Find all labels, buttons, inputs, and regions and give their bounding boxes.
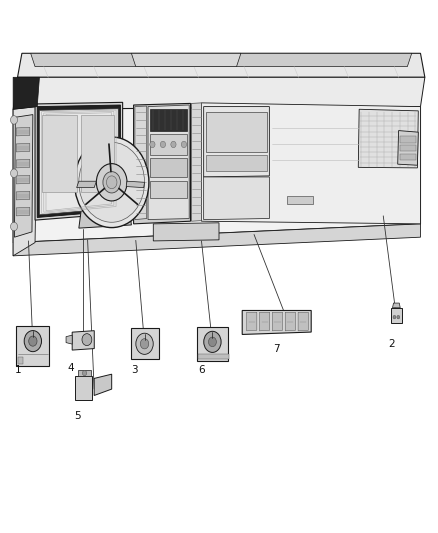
Polygon shape — [298, 312, 308, 331]
Polygon shape — [75, 376, 92, 400]
Polygon shape — [204, 177, 269, 220]
Polygon shape — [131, 328, 159, 359]
Text: 7: 7 — [272, 344, 279, 354]
Text: 4: 4 — [67, 363, 74, 373]
Polygon shape — [18, 53, 425, 77]
Text: 2: 2 — [389, 339, 396, 349]
Polygon shape — [79, 193, 131, 228]
Bar — [42, 115, 77, 192]
Circle shape — [393, 316, 396, 319]
Circle shape — [11, 222, 18, 231]
Circle shape — [204, 332, 221, 352]
Bar — [81, 115, 114, 192]
Circle shape — [140, 338, 149, 349]
Polygon shape — [285, 312, 296, 331]
Polygon shape — [35, 102, 123, 220]
Polygon shape — [392, 303, 400, 308]
Polygon shape — [16, 143, 30, 152]
Circle shape — [160, 141, 166, 148]
Circle shape — [82, 370, 87, 376]
Bar — [287, 196, 313, 204]
Polygon shape — [66, 335, 72, 344]
Polygon shape — [197, 327, 228, 361]
Circle shape — [181, 141, 187, 148]
Polygon shape — [13, 77, 425, 109]
Polygon shape — [13, 107, 420, 243]
Circle shape — [106, 176, 117, 189]
Polygon shape — [153, 223, 219, 241]
Polygon shape — [14, 115, 33, 237]
Polygon shape — [131, 53, 241, 67]
Polygon shape — [358, 109, 418, 168]
Bar — [206, 155, 267, 171]
Bar — [206, 112, 267, 152]
Circle shape — [82, 334, 92, 345]
Bar — [400, 145, 416, 151]
Polygon shape — [135, 106, 147, 220]
Text: 5: 5 — [74, 411, 81, 421]
Polygon shape — [78, 370, 91, 376]
Circle shape — [150, 141, 155, 148]
Polygon shape — [72, 330, 94, 350]
Polygon shape — [204, 107, 269, 177]
Polygon shape — [398, 131, 418, 165]
Circle shape — [103, 172, 120, 193]
Text: 1: 1 — [15, 366, 22, 375]
Polygon shape — [391, 308, 402, 323]
Text: 3: 3 — [131, 366, 138, 375]
Polygon shape — [259, 312, 270, 331]
Polygon shape — [16, 191, 30, 200]
Polygon shape — [16, 127, 30, 136]
Polygon shape — [126, 181, 145, 188]
Circle shape — [11, 116, 18, 124]
Bar — [18, 357, 23, 364]
Circle shape — [171, 141, 176, 148]
Polygon shape — [272, 312, 283, 331]
Circle shape — [74, 137, 149, 228]
Polygon shape — [31, 53, 412, 67]
Circle shape — [397, 316, 400, 319]
Circle shape — [29, 336, 37, 346]
Polygon shape — [13, 224, 420, 256]
Polygon shape — [77, 181, 96, 188]
Polygon shape — [148, 105, 189, 220]
Polygon shape — [94, 374, 112, 395]
Bar — [150, 109, 187, 131]
Polygon shape — [16, 207, 30, 216]
Polygon shape — [13, 77, 39, 109]
Bar — [150, 181, 187, 198]
Bar — [400, 136, 416, 143]
Polygon shape — [16, 326, 49, 366]
Circle shape — [136, 333, 153, 354]
Circle shape — [96, 164, 127, 201]
Polygon shape — [191, 103, 201, 221]
Polygon shape — [242, 310, 311, 335]
Text: 6: 6 — [198, 366, 205, 375]
Bar — [400, 154, 416, 160]
Polygon shape — [134, 103, 191, 224]
Bar — [198, 354, 229, 359]
Polygon shape — [247, 312, 257, 331]
Bar — [150, 134, 187, 155]
Polygon shape — [201, 103, 420, 224]
Circle shape — [208, 337, 216, 346]
Polygon shape — [37, 105, 120, 217]
Circle shape — [11, 169, 18, 177]
Bar — [150, 158, 187, 177]
Circle shape — [24, 330, 42, 352]
Circle shape — [79, 142, 145, 222]
Polygon shape — [13, 107, 37, 256]
Polygon shape — [16, 159, 30, 168]
Polygon shape — [39, 109, 118, 215]
Polygon shape — [16, 175, 30, 184]
